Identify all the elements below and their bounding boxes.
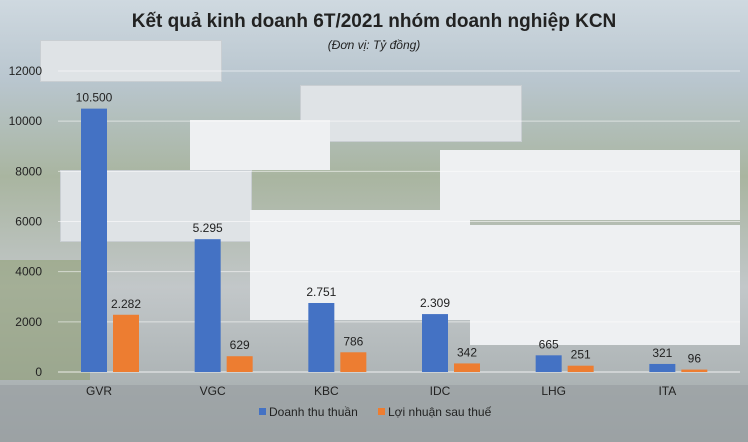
data-label: 2.751 <box>306 285 336 299</box>
data-label: 10.500 <box>76 91 113 105</box>
chart-subtitle: (Đơn vị: Tỷ đồng) <box>328 38 421 52</box>
x-tick-label: KBC <box>314 384 339 398</box>
x-tick-label: LHG <box>541 384 566 398</box>
data-label: 321 <box>652 346 672 360</box>
y-tick-label: 12000 <box>9 64 43 78</box>
x-tick-label: VGC <box>200 384 226 398</box>
background-building <box>440 150 740 220</box>
bar-revenue <box>649 363 676 372</box>
legend-swatch <box>378 408 385 415</box>
background-greenery <box>0 260 90 380</box>
y-tick-label: 2000 <box>15 315 42 329</box>
background-road <box>0 385 748 442</box>
background-building <box>40 40 222 82</box>
y-axis: 0 2000 4000 6000 8000 10000 12000 <box>9 64 740 379</box>
bar-profit <box>340 352 367 372</box>
bar-profit <box>113 314 139 372</box>
legend-label: Doanh thu thuần <box>269 405 358 419</box>
data-label: 786 <box>343 334 363 348</box>
data-label: 96 <box>688 352 702 366</box>
data-label: 5.295 <box>193 221 223 235</box>
x-tick-label: GVR <box>86 384 112 398</box>
background-building <box>250 210 470 320</box>
y-tick-label: 4000 <box>15 265 42 279</box>
legend: Doanh thu thuần Lợi nhuận sau thuế <box>259 405 492 419</box>
bar-profit <box>454 363 480 372</box>
data-label: 251 <box>571 348 591 362</box>
data-label: 342 <box>457 345 477 359</box>
y-tick-label: 10000 <box>9 114 43 128</box>
y-tick-label: 6000 <box>15 215 42 229</box>
y-tick-label: 0 <box>35 365 42 379</box>
bar-revenue <box>535 355 562 372</box>
x-axis: GVR VGC KBC IDC LHG ITA <box>86 384 676 398</box>
bar-profit <box>226 356 253 372</box>
data-label: 665 <box>539 337 559 351</box>
bar-profit <box>567 365 594 372</box>
data-label: 629 <box>230 338 250 352</box>
bar-profit <box>681 369 708 372</box>
legend-label: Lợi nhuận sau thuế <box>388 405 492 419</box>
background-building <box>300 85 522 142</box>
bars: 10.500 2.282 5.295 629 2.751 786 2.309 342 665 25… <box>76 91 708 372</box>
gridlines <box>58 70 740 323</box>
x-tick-label: ITA <box>658 384 676 398</box>
legend-swatch <box>259 408 266 415</box>
bar-revenue <box>308 302 335 372</box>
data-label: 2.282 <box>111 297 141 311</box>
background-building <box>470 225 740 345</box>
data-label: 2.309 <box>420 296 450 310</box>
bar-revenue <box>422 314 448 372</box>
y-tick-label: 8000 <box>15 164 42 178</box>
bar-revenue <box>81 108 107 372</box>
background-building <box>190 120 330 170</box>
x-tick-label: IDC <box>430 384 451 398</box>
chart-title: Kết quả kinh doanh 6T/2021 nhóm doanh ng… <box>132 11 617 32</box>
bar-revenue <box>194 239 221 372</box>
